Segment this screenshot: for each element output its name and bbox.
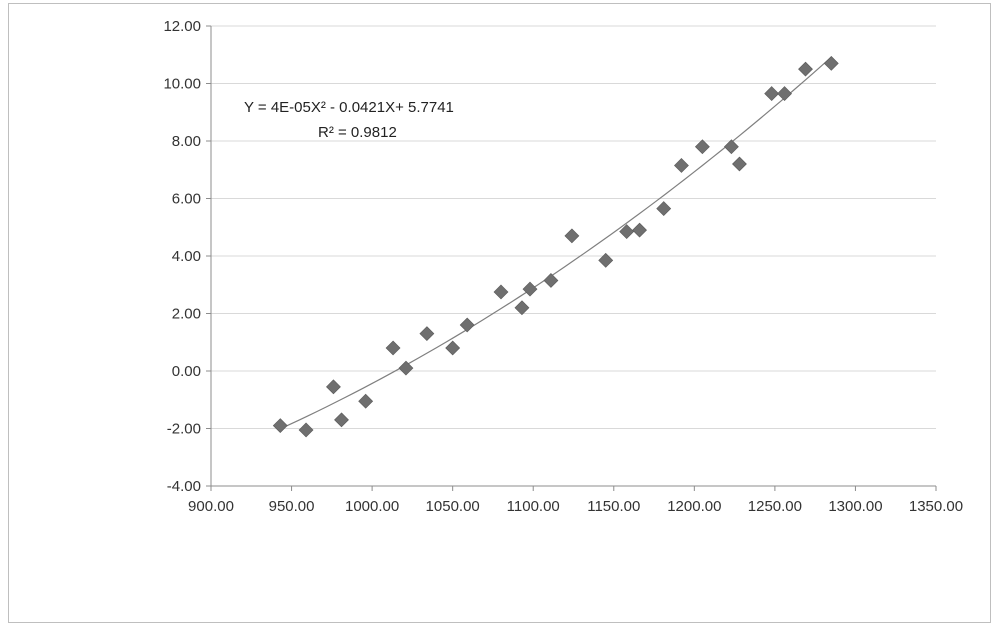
x-tick-label: 1150.00 [587,498,640,515]
data-point [798,61,813,77]
data-point [564,228,580,244]
data-point [514,300,530,316]
x-tick-label: 900.00 [188,498,234,515]
y-tick-label: -4.00 [167,478,201,495]
data-point [459,317,475,333]
data-point [298,422,314,438]
y-tick-label: 10.00 [163,76,201,93]
trendline [280,56,832,430]
trendline-group [280,56,832,430]
data-point [732,156,747,172]
data-point [445,340,461,356]
data-point [522,281,538,297]
x-tick-label: 1300.00 [828,498,882,515]
x-tick-label: 1100.00 [507,498,560,515]
data-point [493,284,509,300]
data-point [764,86,780,101]
x-tick-label: 950.00 [269,498,315,515]
data-point [543,273,559,288]
data-point [632,222,647,238]
data-point [619,224,635,239]
y-tick-label: 8.00 [172,133,201,150]
y-tick-labels: -4.00 -2.00 0.00 2.00 4.00 6.00 8.00 10.00 12.00 [163,18,201,495]
x-tick-labels: 900.00 950.00 1000.00 1050.00 1100.00 1150.00… [188,498,963,515]
x-tick-label: 1050.00 [426,498,480,515]
data-point [598,252,614,268]
scatter-plot: 900.00 950.00 1000.00 1050.00 1100.00 1150.00… [163,18,963,515]
y-tick-label: -2.00 [167,421,201,438]
data-points [272,55,839,438]
x-tick-label: 1350.00 [909,498,963,515]
y-tick-label: 12.00 [163,18,201,35]
y-tick-label: 4.00 [172,248,201,265]
gridlines [211,25,936,429]
axes [206,25,937,491]
data-point [272,418,288,434]
data-point [694,139,710,155]
data-point [334,412,349,428]
trendline-r-squared: R² = 0.9812 [318,124,397,141]
data-point [398,360,414,376]
x-tick-label: 1000.00 [345,498,399,515]
data-point [674,158,689,173]
data-point [358,393,374,409]
y-tick-label: 2.00 [172,306,201,323]
data-point [723,139,739,155]
x-tick-label: 1200.00 [667,498,721,515]
data-point [656,201,672,216]
x-tick-label: 1250.00 [748,498,802,515]
data-point [777,86,792,101]
chart-frame: 900.00 950.00 1000.00 1050.00 1100.00 1150.00… [8,3,991,623]
y-tick-label: 0.00 [172,363,201,380]
data-point [419,326,435,342]
trendline-equation: Y = 4E-05X² - 0.0421X+ 5.7741 [244,99,454,116]
data-point [326,379,341,395]
data-point [385,340,401,356]
data-point [823,55,839,71]
y-tick-label: 6.00 [172,191,201,208]
